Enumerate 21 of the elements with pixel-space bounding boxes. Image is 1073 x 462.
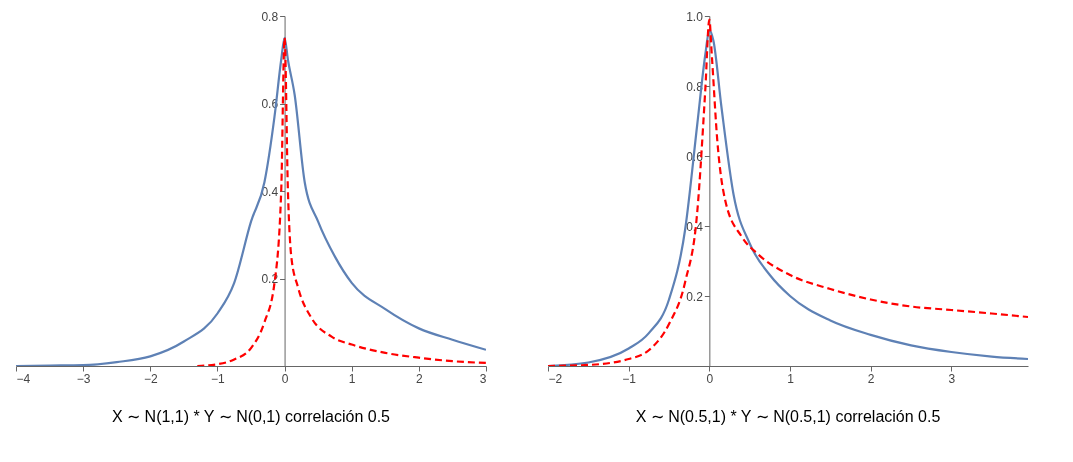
x-tick-label: −1 (211, 371, 226, 386)
x-tick-label: −2 (548, 371, 563, 386)
y-tick-label: 1.0 (686, 9, 704, 24)
text: X ∼ N(0.5,1) * Y ∼ N(0.5,1) correlación 0.5 (635, 408, 941, 425)
x-tick-label: −3 (76, 371, 91, 386)
x-tick-label: 1 (348, 371, 356, 386)
x-tick-label: 2 (867, 371, 875, 386)
text: X ∼ N(1,1) * Y ∼ N(0,1) correlación 0.5 (112, 408, 391, 425)
y-tick-label: 0.2 (261, 272, 279, 286)
x-tick-label: 0 (281, 371, 289, 386)
x-tick-label: 1 (787, 371, 795, 386)
x-tick-label: −4 (16, 371, 31, 386)
line-series (196, 36, 486, 366)
x-tick-label: 3 (479, 371, 487, 386)
y-tick-label: 0.8 (261, 9, 279, 24)
x-tick-label: −1 (622, 371, 637, 386)
x-tick-label: 3 (948, 371, 956, 386)
y-tick-label: 0.2 (686, 289, 704, 304)
x-tick-label: 2 (416, 371, 424, 386)
x-tick-label: 0 (706, 371, 714, 386)
x-tick-label: −2 (143, 371, 158, 386)
